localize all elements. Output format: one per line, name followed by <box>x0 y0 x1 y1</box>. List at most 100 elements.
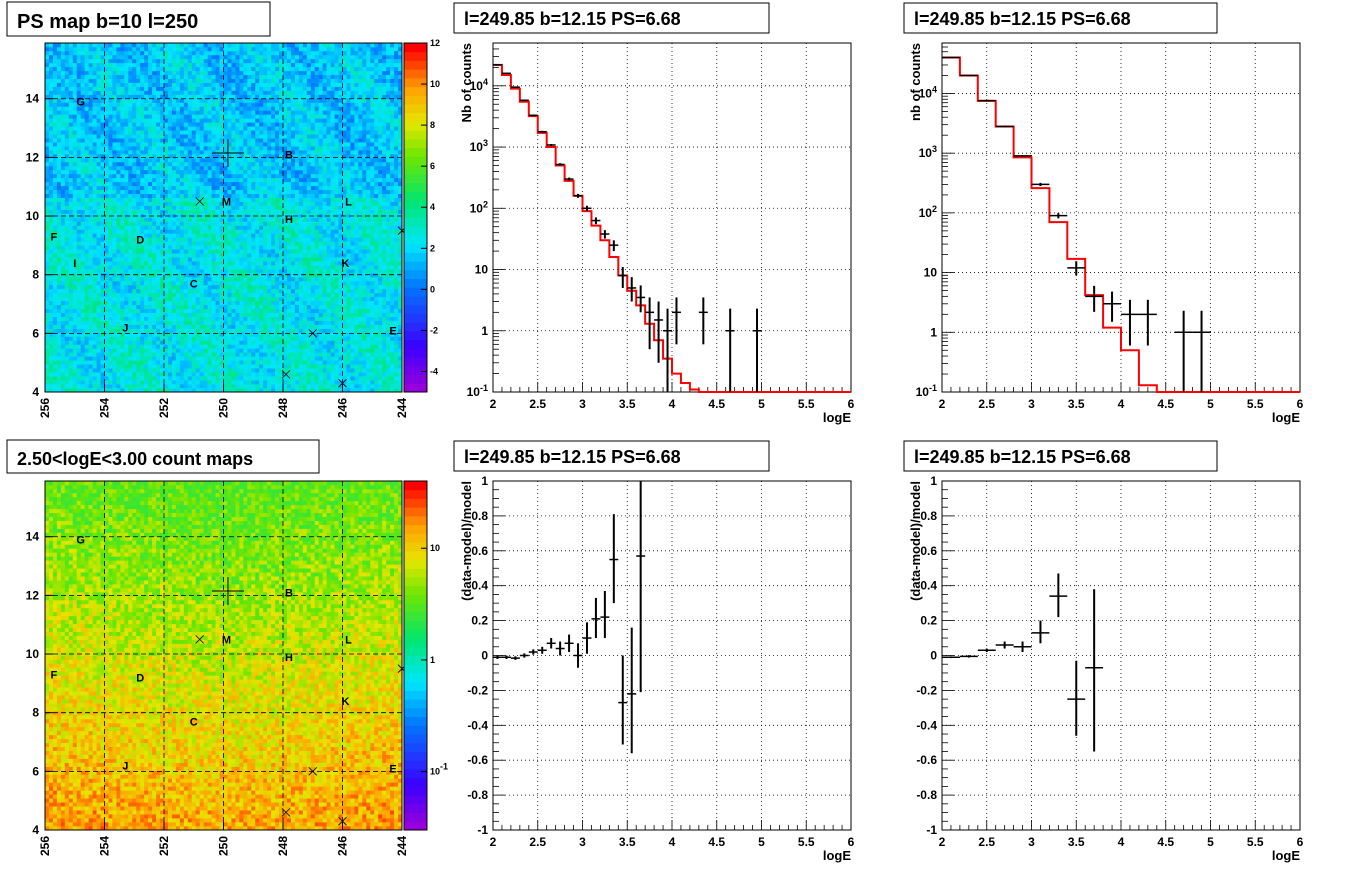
heatmap-cell <box>227 169 232 175</box>
heatmap-cell <box>56 225 62 230</box>
heatmap-cell <box>104 276 109 282</box>
heatmap-cell <box>183 201 189 206</box>
heatmap-cell <box>175 197 181 202</box>
heatmap-cell <box>179 161 185 167</box>
heatmap-cell <box>235 340 240 345</box>
heatmap-cell <box>76 304 81 310</box>
heatmap-cell <box>211 154 216 159</box>
heatmap-cell <box>144 106 149 111</box>
heatmap-cell <box>247 217 252 222</box>
heatmap-cell <box>132 130 137 135</box>
heatmap-cell <box>124 138 129 143</box>
heatmap-cell <box>187 122 193 127</box>
heatmap-cell <box>203 158 208 163</box>
heatmap-cell <box>80 364 85 369</box>
heatmap-cell <box>56 122 62 127</box>
heatmap-cell <box>183 253 189 258</box>
heatmap-cell <box>187 43 193 48</box>
heatmap-cell <box>156 229 161 234</box>
heatmap-cell <box>164 102 169 107</box>
heatmap-cell <box>152 90 157 95</box>
heatmap-cell <box>108 209 113 214</box>
heatmap-cell <box>167 364 173 369</box>
heatmap-cell <box>48 106 54 111</box>
heatmap-cell <box>76 308 81 313</box>
heatmap-cell <box>255 324 260 329</box>
heatmap-cell <box>183 146 189 151</box>
heatmap-cell <box>132 189 137 195</box>
heatmap-cell <box>191 54 197 60</box>
heatmap-cell <box>227 245 232 250</box>
heatmap-cell <box>88 356 93 361</box>
heatmap-cell <box>167 189 173 195</box>
heatmap-cell <box>167 205 173 210</box>
heatmap-cell <box>243 292 248 298</box>
heatmap-cell <box>45 209 50 214</box>
heatmap-cell <box>136 130 141 135</box>
heatmap-cell <box>120 276 125 282</box>
heatmap-cell <box>211 134 216 139</box>
heatmap-cell <box>100 70 105 76</box>
heatmap-cell <box>215 46 220 52</box>
heatmap-cell <box>239 138 244 143</box>
heatmap-cell <box>211 185 216 191</box>
heatmap-cell <box>148 130 153 135</box>
heatmap-cell <box>203 233 208 238</box>
heatmap-cell <box>88 126 93 131</box>
heatmap-cell <box>219 249 224 254</box>
heatmap-cell <box>175 316 181 321</box>
heatmap-cell <box>231 130 236 135</box>
heatmap-cell <box>60 126 66 131</box>
heatmap-cell <box>267 161 272 167</box>
heatmap-cell <box>56 356 62 361</box>
heatmap-cell <box>203 360 208 365</box>
heatmap-cell <box>247 62 252 68</box>
heatmap-cell <box>148 58 153 64</box>
heatmap-cell <box>259 217 264 222</box>
heatmap-cell <box>104 173 109 179</box>
heatmap-cell <box>183 245 189 250</box>
heatmap-cell <box>171 265 177 270</box>
heatmap-cell <box>160 388 165 393</box>
heatmap-cell <box>120 90 125 95</box>
heatmap-cell <box>191 201 197 206</box>
heatmap-cell <box>255 118 260 123</box>
heatmap-cell <box>132 388 137 393</box>
heatmap-cell <box>235 376 240 381</box>
heatmap-cell <box>183 138 189 143</box>
heatmap-cell <box>267 336 272 341</box>
heatmap-cell <box>68 86 74 91</box>
heatmap-cell <box>104 257 109 262</box>
heatmap-cell <box>231 43 236 48</box>
heatmap-cell <box>267 292 272 298</box>
heatmap-cell <box>235 54 240 60</box>
heatmap-cell <box>219 106 224 111</box>
heatmap-cell <box>215 209 220 214</box>
heatmap-cell <box>120 308 125 313</box>
heatmap-cell <box>124 122 129 127</box>
heatmap-cell <box>120 78 125 83</box>
heatmap-cell <box>92 233 97 238</box>
heatmap-cell <box>187 142 193 147</box>
heatmap-cell <box>160 217 165 222</box>
heatmap-cell <box>263 138 268 143</box>
heatmap-cell <box>45 86 50 91</box>
heatmap-cell <box>263 225 268 230</box>
heatmap-cell <box>183 296 189 302</box>
heatmap-cell <box>116 150 121 155</box>
heatmap-cell <box>92 98 97 103</box>
heatmap-cell <box>187 54 193 60</box>
heatmap-cell <box>108 384 113 389</box>
heatmap-cell <box>72 269 78 274</box>
heatmap-cell <box>104 340 109 345</box>
heatmap-cell <box>267 284 272 290</box>
heatmap-cell <box>64 308 70 313</box>
heatmap-cell <box>167 312 173 317</box>
heatmap-cell <box>136 86 141 91</box>
heatmap-cell <box>259 376 264 381</box>
heatmap-cell <box>255 142 260 147</box>
heatmap-cell <box>215 50 220 56</box>
heatmap-cell <box>195 122 200 127</box>
heatmap-cell <box>116 360 121 365</box>
heatmap-cell <box>52 106 58 111</box>
